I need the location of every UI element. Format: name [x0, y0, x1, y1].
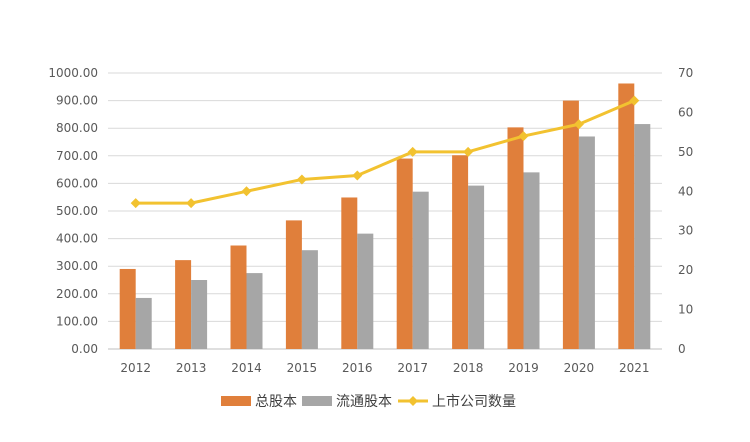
legend-label-listed-companies: 上市公司数量	[432, 393, 516, 410]
float-shares-bar	[191, 280, 208, 349]
y-left-tick-label: 500.00	[56, 204, 98, 218]
x-tick-label: 2014	[231, 361, 262, 375]
listed-companies-point	[241, 186, 252, 197]
y-left-tick-label: 900.00	[56, 94, 98, 108]
legend: 总股本 流通股本 上市公司数量	[221, 393, 516, 410]
total-shares-bar	[175, 260, 192, 349]
listed-companies-point	[352, 170, 363, 181]
legend-label-total-shares: 总股本	[255, 394, 297, 410]
y-left-tick-label: 100.00	[56, 314, 98, 328]
axes-group: 0.00 100.00 200.00 300.00 400.00 500.00 600.00…	[48, 66, 693, 375]
bars-group	[119, 83, 651, 349]
x-tick-label: 2013	[176, 361, 207, 375]
x-tick-label: 2015	[287, 361, 318, 375]
total-shares-bar	[396, 158, 413, 349]
float-shares-bar	[301, 250, 318, 349]
x-tick-label: 2021	[619, 361, 650, 375]
float-shares-bar	[246, 273, 263, 349]
total-shares-bar	[230, 245, 247, 349]
listed-companies-point	[518, 131, 529, 142]
y-left-tick-label: 300.00	[56, 259, 98, 273]
listed-companies-line	[135, 99, 635, 205]
legend-swatch-float-shares	[302, 396, 332, 406]
y-left-tick-label: 0.00	[71, 342, 98, 356]
legend-marker-listed-companies	[408, 396, 418, 406]
y-right-tick-label: 30	[678, 224, 693, 238]
total-shares-bar	[562, 100, 579, 349]
y-right-tick-label: 60	[678, 105, 693, 119]
x-tick-label: 2019	[508, 361, 539, 375]
y-right-tick-label: 0	[678, 342, 686, 356]
listed-companies-point	[186, 198, 197, 209]
float-shares-bar	[634, 124, 651, 349]
y-left-tick-label: 400.00	[56, 232, 98, 246]
x-tick-label: 2017	[397, 361, 428, 375]
legend-label-float-shares: 流通股本	[336, 394, 392, 410]
float-shares-bar	[412, 191, 429, 349]
y-left-tick-label: 600.00	[56, 176, 98, 190]
line-group	[130, 95, 640, 209]
y-left-tick-label: 700.00	[56, 149, 98, 163]
listed-companies-point	[573, 119, 584, 130]
total-shares-bar	[285, 220, 302, 349]
total-shares-bar	[618, 83, 635, 349]
listed-companies-point	[629, 95, 640, 106]
x-tick-label: 2012	[120, 361, 151, 375]
total-shares-bar	[452, 155, 469, 349]
y-left-tick-label: 200.00	[56, 287, 98, 301]
legend-swatch-total-shares	[221, 396, 251, 406]
float-shares-bar	[357, 233, 374, 349]
float-shares-bar	[468, 185, 485, 349]
listed-companies-point	[407, 146, 418, 157]
x-tick-label: 2018	[453, 361, 484, 375]
float-shares-bar	[135, 297, 152, 349]
y-left-tick-label: 800.00	[56, 121, 98, 135]
y-right-tick-label: 20	[678, 263, 693, 277]
float-shares-bar	[523, 172, 540, 349]
y-right-tick-label: 40	[678, 184, 693, 198]
total-shares-bar	[341, 197, 358, 349]
listed-companies-point	[463, 146, 474, 157]
listed-companies-point	[296, 174, 307, 185]
x-tick-label: 2016	[342, 361, 373, 375]
float-shares-bar	[578, 136, 595, 349]
listed-companies-point	[130, 198, 141, 209]
y-right-tick-label: 70	[678, 66, 693, 80]
y-right-tick-label: 10	[678, 303, 693, 317]
y-left-tick-label: 1000.00	[48, 66, 98, 80]
y-right-tick-label: 50	[678, 145, 693, 159]
total-shares-bar	[507, 127, 524, 349]
x-tick-label: 2020	[564, 361, 595, 375]
total-shares-bar	[119, 268, 136, 349]
